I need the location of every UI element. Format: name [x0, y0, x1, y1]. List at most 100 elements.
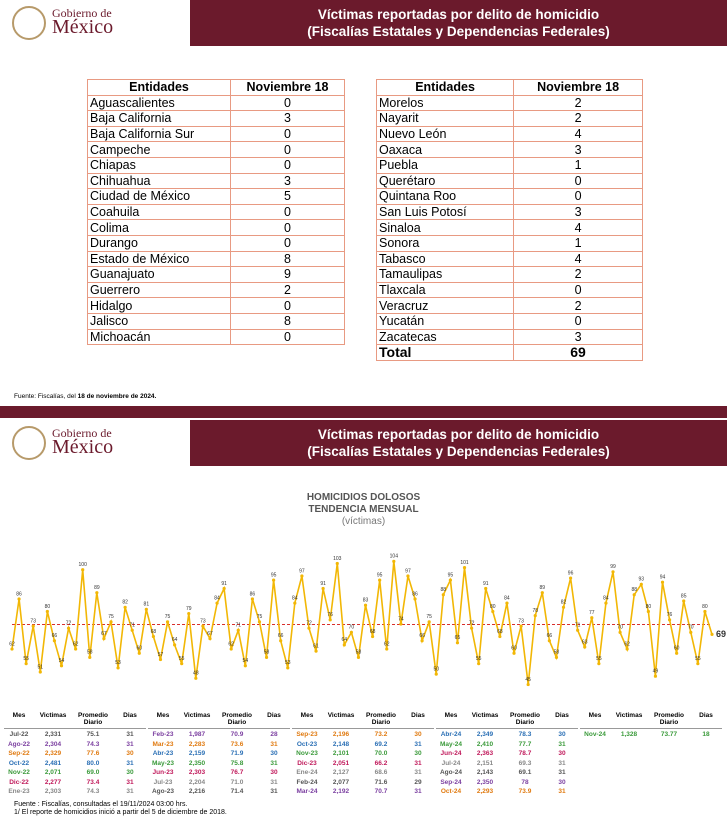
- data-point: [392, 559, 396, 563]
- monthly-cell: 2,148: [332, 740, 350, 748]
- data-label: 86: [412, 591, 418, 597]
- data-label: 69: [716, 629, 726, 639]
- data-label: 84: [214, 595, 220, 601]
- header-rule: [4, 728, 146, 729]
- monthly-cell: Ene-23: [8, 788, 30, 795]
- table-row: Guanajuato 9: [86, 266, 345, 283]
- data-point: [554, 655, 559, 660]
- monthly-cell: 70.9: [230, 731, 244, 738]
- data-label: 89: [540, 585, 546, 591]
- monthly-cell: 77.7: [518, 740, 532, 748]
- entities-table: Entidades Noviembre 18 Morelos 2 Nayarit 2 Nue…: [375, 79, 643, 361]
- data-point: [137, 651, 141, 655]
- data-label: 55: [23, 656, 29, 662]
- monthly-header: Promedio Diario: [654, 712, 684, 726]
- table-row: Nayarit 2: [375, 110, 643, 127]
- entity-value: 0: [230, 297, 345, 314]
- data-label: 75: [426, 614, 432, 620]
- monthly-cell: Oct-22: [8, 759, 30, 767]
- data-label: 97: [299, 568, 305, 574]
- chart-subtitle: TENDENCIA MENSUAL: [308, 504, 419, 515]
- data-point: [356, 655, 361, 660]
- data-point: [611, 570, 615, 574]
- monthly-cell: 2,277: [44, 778, 62, 786]
- data-point: [201, 624, 205, 628]
- title-line1: Víctimas reportadas por delito de homici…: [317, 7, 600, 22]
- separator: [0, 406, 727, 418]
- chart: 62 86 55 73 51 80 66 54 72 62 100 58 89 67 75 53 82 71 60 8…: [9, 554, 726, 687]
- monthly-cell: 2,192: [332, 788, 350, 795]
- data-point: [455, 641, 460, 645]
- monthly-cell: Sep-24: [440, 778, 462, 786]
- entity-value: 2: [513, 266, 643, 283]
- entity-value: 0: [230, 141, 345, 158]
- data-label: 78: [532, 608, 538, 614]
- monthly-cell: 31: [126, 731, 134, 738]
- data-label: 80: [45, 604, 51, 610]
- data-point: [399, 622, 403, 626]
- table-row: Sinaloa 4: [375, 219, 643, 236]
- entity-value: 3: [230, 172, 345, 190]
- monthly-header: Mes: [444, 712, 458, 719]
- monthly-header: Victimas: [471, 712, 499, 719]
- monthly-cell: 69.0: [86, 769, 100, 776]
- monthly-cell: 2,481: [44, 759, 62, 767]
- monthly-cell: 31: [126, 740, 134, 748]
- data-label: 84: [504, 595, 510, 601]
- monthly-cell: 31: [558, 788, 566, 795]
- entity-value: 9: [230, 266, 345, 283]
- logo-line2: México: [52, 16, 114, 38]
- monthly-cell: 2,331: [44, 731, 62, 738]
- data-point: [625, 647, 629, 651]
- monthly-cell: 80.0: [86, 759, 100, 767]
- entity-value: 0: [230, 328, 345, 346]
- data-label: 94: [660, 575, 666, 581]
- monthly-cell: 31: [270, 788, 278, 795]
- data-point: [448, 578, 452, 582]
- monthly-cell: 2,127: [332, 769, 350, 776]
- monthly-header: Dias: [411, 712, 425, 719]
- data-label: 62: [9, 641, 15, 647]
- header-rule: [148, 728, 290, 729]
- data-label: 71: [235, 623, 241, 629]
- table-row: Aguascalientes 0: [86, 94, 345, 112]
- monthly-cell: 69.3: [518, 759, 532, 767]
- data-point: [363, 603, 368, 607]
- data-point: [180, 662, 184, 666]
- data-point: [229, 647, 233, 651]
- source-date: 18 de noviembre de 2024.: [77, 393, 157, 400]
- data-point: [279, 639, 283, 643]
- entity-name: Ciudad de México: [86, 188, 232, 205]
- entity-value: 2: [513, 110, 643, 127]
- entity-value: 1: [513, 234, 643, 252]
- monthly-cell: 30: [558, 778, 566, 786]
- monthly-cell: 2,151: [476, 759, 494, 767]
- monthly-cell: Abr-23: [152, 750, 174, 757]
- monthly-cell: 73.4: [86, 778, 100, 786]
- data-label: 68: [151, 629, 157, 635]
- monthly-cell: 30: [558, 731, 566, 738]
- monthly-cell: Dic-23: [297, 759, 317, 767]
- title-band: Víctimas reportadas por delito de homici…: [190, 420, 727, 466]
- data-point: [66, 626, 71, 630]
- monthly-cell: 28: [270, 731, 278, 738]
- data-point: [165, 620, 170, 624]
- entities-table: Entidades Noviembre 18 Aguascalientes 0 Baja…: [86, 79, 345, 346]
- monthly-cell: 2,303: [44, 788, 62, 795]
- data-label: 65: [455, 635, 461, 641]
- monthly-cell: 31: [270, 759, 278, 767]
- data-point: [74, 647, 78, 651]
- monthly-cell: Nov-23: [296, 750, 318, 757]
- data-point: [491, 609, 495, 614]
- data-point: [583, 645, 587, 649]
- data-point: [639, 582, 643, 586]
- monthly-header: Victimas: [39, 712, 67, 719]
- data-label: 97: [405, 568, 411, 574]
- monthly-cell: 74.3: [86, 788, 100, 795]
- monthly-cell: Nov-24: [584, 731, 606, 738]
- entity-name: Guanajuato: [86, 266, 232, 283]
- data-label: 66: [278, 633, 284, 639]
- entity-name: Zacatecas: [375, 328, 515, 346]
- header-rule: [292, 728, 434, 729]
